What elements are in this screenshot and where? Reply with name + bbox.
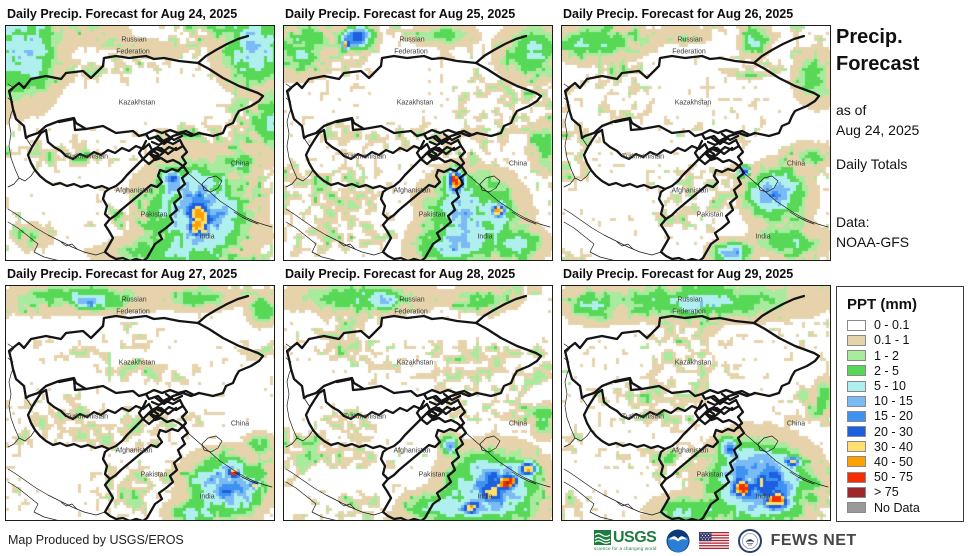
usgs-wave-icon (594, 530, 611, 546)
legend-swatch (847, 319, 866, 331)
legend-title: PPT (mm) (847, 296, 918, 313)
legend-label: 1 - 2 (874, 348, 900, 363)
legend-row: 15 - 20 (847, 409, 963, 424)
legend-label: 10 - 15 (874, 394, 913, 409)
legend-label: 15 - 20 (874, 409, 913, 424)
legend-swatch (847, 426, 866, 438)
legend-row: 20 - 30 (847, 424, 963, 439)
precip-map-aug29: Russian Federation Kazakhstan Turkmenistan C… (561, 285, 831, 521)
forecast-panel-aug28: Daily Precip. Forecast for Aug 28, 2025 … (283, 265, 553, 521)
legend-row: 5 - 10 (847, 379, 963, 394)
legend-swatch (847, 380, 866, 392)
footer-logos: USGS science for a changing world (594, 527, 857, 554)
sidebar-title-line2: Forecast (836, 53, 920, 75)
map-credit: Map Produced by USGS/EROS (8, 533, 184, 547)
legend-label: 0.1 - 1 (874, 333, 910, 348)
panel-title: Daily Precip. Forecast for Aug 24, 2025 (7, 7, 238, 21)
legend-swatch (847, 486, 866, 498)
precip-raster (562, 26, 830, 260)
precip-map-aug27: Russian Federation Kazakhstan Turkmenistan C… (5, 285, 275, 521)
precip-raster (284, 286, 552, 520)
legend-label: 0 - 0.1 (874, 318, 910, 333)
legend-row: 0 - 0.1 (847, 318, 963, 333)
legend-row: 50 - 75 (847, 470, 963, 485)
legend-row: 1 - 2 (847, 348, 963, 363)
legend-row: 30 - 40 (847, 439, 963, 454)
legend-label: 20 - 30 (874, 424, 913, 439)
legend-swatch (847, 410, 866, 422)
as-of-date: Aug 24, 2025 (836, 122, 920, 138)
precip-raster (562, 286, 830, 520)
legend-swatch (847, 365, 866, 377)
forecast-panel-aug29: Daily Precip. Forecast for Aug 29, 2025 … (561, 265, 831, 521)
panel-title: Daily Precip. Forecast for Aug 28, 2025 (285, 267, 516, 281)
legend-swatch (847, 441, 866, 453)
state-department-seal (737, 528, 762, 553)
panel-title: Daily Precip. Forecast for Aug 26, 2025 (563, 7, 794, 21)
forecast-panel-aug24: Daily Precip. Forecast for Aug 24, 2025 … (5, 5, 275, 261)
forecast-panel-aug27: Daily Precip. Forecast for Aug 27, 2025 … (5, 265, 275, 521)
precip-raster (284, 26, 552, 260)
data-label: Data: (836, 214, 870, 230)
legend-row: > 75 (847, 485, 963, 500)
legend-label: 2 - 5 (874, 363, 900, 378)
panel-title: Daily Precip. Forecast for Aug 25, 2025 (285, 7, 516, 21)
us-flag-icon (698, 532, 729, 549)
legend-row: 40 - 50 (847, 454, 963, 469)
panel-title: Daily Precip. Forecast for Aug 29, 2025 (563, 267, 794, 281)
legend-swatch (847, 395, 866, 407)
legend-swatch (847, 350, 866, 362)
precip-map-aug26: Russian Federation Kazakhstan Turkmenistan C… (561, 25, 831, 261)
legend-label: 5 - 10 (874, 379, 906, 394)
legend-label: 50 - 75 (874, 470, 913, 485)
legend-row: 0.1 - 1 (847, 333, 963, 348)
legend-swatch (847, 456, 866, 468)
as-of-label: as of (836, 102, 867, 118)
precip-map-aug24: Russian Federation Kazakhstan Turkmenistan C… (5, 25, 275, 261)
precip-map-aug28: Russian Federation Kazakhstan Turkmenistan C… (283, 285, 553, 521)
forecast-panel-aug26: Daily Precip. Forecast for Aug 26, 2025 … (561, 5, 831, 261)
legend-swatch (847, 502, 866, 514)
panel-title: Daily Precip. Forecast for Aug 27, 2025 (7, 267, 238, 281)
legend-row: 2 - 5 (847, 363, 963, 378)
fewsnet-wordmark: FEWS NET (770, 531, 857, 549)
legend-label: No Data (874, 500, 920, 515)
precip-raster (6, 286, 274, 520)
usgs-logo: USGS science for a changing world (594, 528, 657, 552)
legend-swatch (847, 471, 866, 483)
info-sidebar: Precip. Forecast as of Aug 24, 2025 Dail… (836, 24, 966, 252)
legend-row: No Data (847, 500, 963, 515)
precip-raster (6, 26, 274, 260)
precip-map-aug25: Russian Federation Kazakhstan Turkmenistan C… (283, 25, 553, 261)
sidebar-title-line1: Precip. (836, 26, 903, 48)
daily-totals-label: Daily Totals (836, 156, 908, 172)
legend-label: 40 - 50 (874, 454, 913, 469)
usgs-wordmark: USGS (613, 528, 657, 546)
usgs-tagline: science for a changing world (594, 545, 657, 551)
legend-label: > 75 (874, 485, 899, 500)
data-source: NOAA-GFS (836, 234, 910, 250)
legend-label: 30 - 40 (874, 439, 913, 454)
legend-swatch (847, 334, 866, 346)
legend-row: 10 - 15 (847, 394, 963, 409)
forecast-panel-aug25: Daily Precip. Forecast for Aug 25, 2025 … (283, 5, 553, 261)
noaa-logo (666, 529, 690, 552)
